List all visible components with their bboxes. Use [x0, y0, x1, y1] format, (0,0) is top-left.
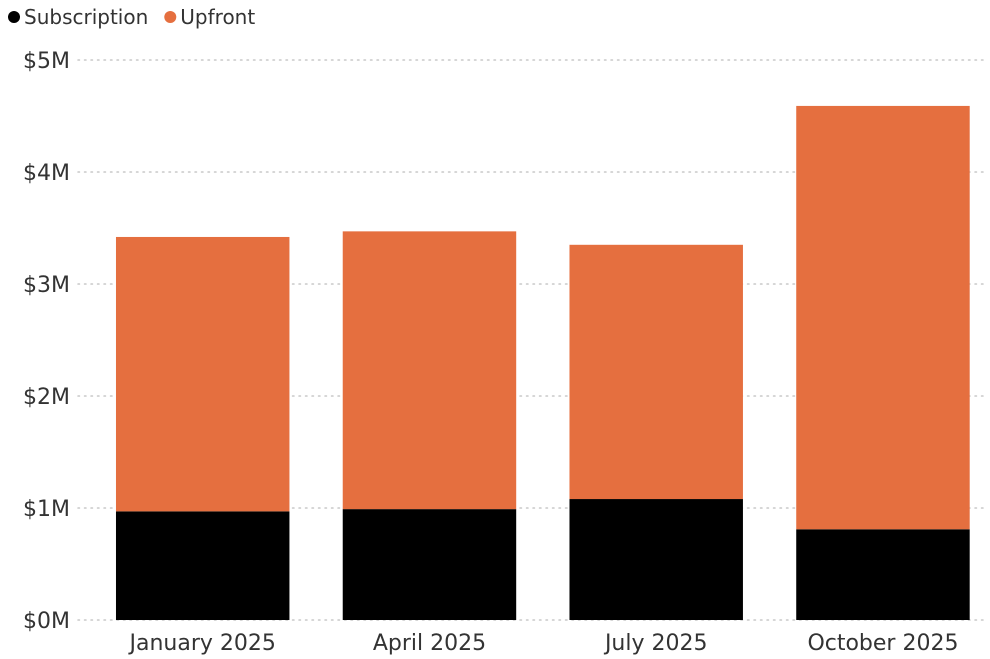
legend-marker-upfront: [164, 11, 177, 23]
bar-subscription[interactable]: [796, 529, 970, 620]
bar-upfront[interactable]: [115, 236, 290, 512]
y-tick-label: $4M: [23, 161, 70, 186]
bar-subscription[interactable]: [115, 511, 290, 620]
bar-subscription[interactable]: [342, 509, 517, 620]
y-axis: $0M $1M $2M $3M $4M $5M: [23, 49, 70, 634]
x-tick-label: April 2025: [373, 631, 486, 656]
y-tick-label: $2M: [23, 385, 70, 410]
y-tick-label: $1M: [23, 497, 70, 522]
legend-label-subscription: Subscription: [24, 5, 148, 29]
x-tick-label: January 2025: [128, 631, 276, 656]
legend: Subscription Upfront: [8, 5, 255, 29]
bars: [115, 105, 970, 620]
bar-subscription[interactable]: [569, 499, 743, 620]
bar-upfront[interactable]: [796, 105, 970, 530]
legend-label-upfront: Upfront: [180, 5, 255, 29]
x-tick-label: July 2025: [603, 631, 708, 656]
y-tick-label: $5M: [23, 49, 70, 74]
x-axis: January 2025 April 2025 July 2025 October 2…: [128, 631, 959, 656]
bar-upfront[interactable]: [569, 244, 743, 500]
x-tick-label: October 2025: [807, 631, 958, 656]
y-tick-label: $0M: [23, 609, 70, 634]
legend-marker-subscription: [8, 11, 20, 23]
y-tick-label: $3M: [23, 273, 70, 298]
bar-upfront[interactable]: [342, 231, 517, 510]
